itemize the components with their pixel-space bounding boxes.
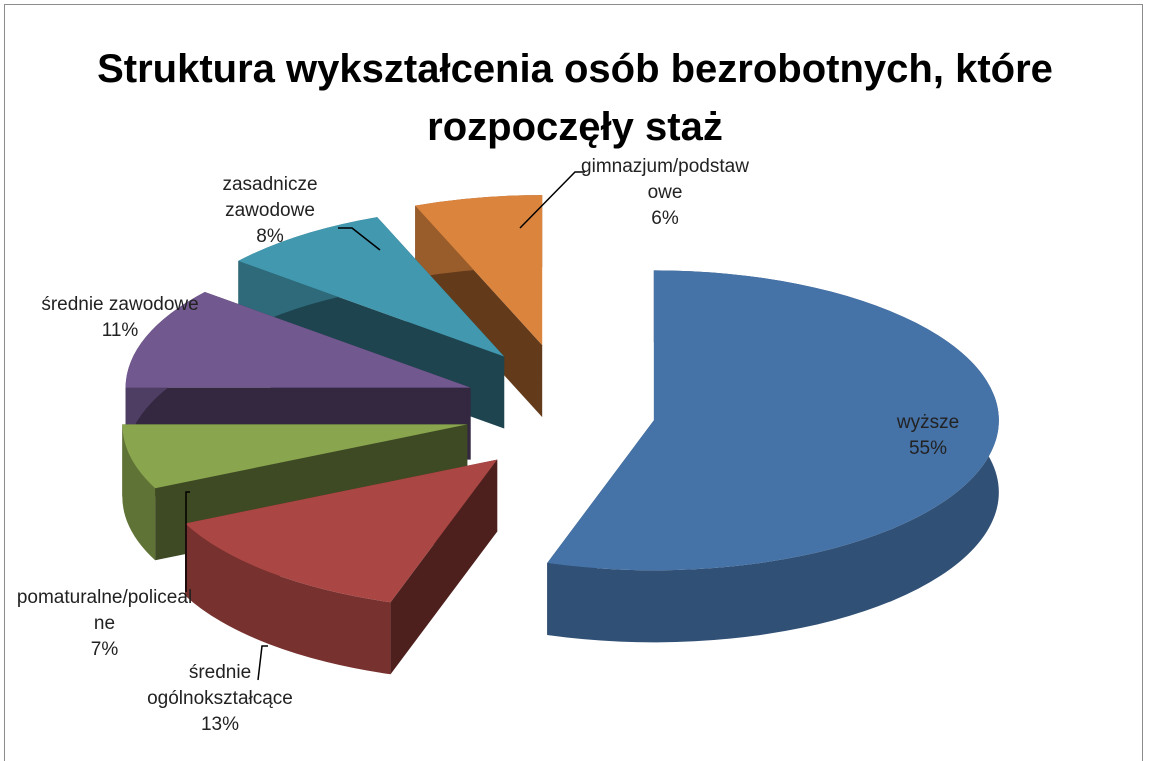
label-value: 8% [256,226,284,247]
label-value: 7% [90,639,119,660]
slice [238,217,505,357]
data-label: zasadnicze zawodowe 8% [195,172,345,250]
label-value: 55% [908,438,948,459]
label-value: 6% [651,208,679,229]
leader-line [338,227,381,251]
data-label: gimnazjum/podstawowe 6% [580,154,750,232]
label-name: gimnazjum/podstawowe [581,156,749,203]
data-label: średnie ogólnokształcące 13% [140,660,300,738]
slice [125,292,471,388]
data-label: pomaturalne/policealne 7% [12,585,197,663]
slice [122,424,468,489]
slice-wall [185,523,391,675]
slice-wall [122,424,156,561]
data-label: wyższe 55% [858,410,998,462]
slice [415,195,543,346]
leader-line [185,491,190,592]
label-name: średnie ogólnokształcące [147,662,293,709]
chart-title: Struktura wykształcenia osób bezrobotnyc… [97,47,1053,149]
label-name: pomaturalne/policealne [16,587,193,634]
leader-line [257,645,268,681]
data-label: średnie zawodowe 11% [10,292,230,344]
label-name: wyższe [896,412,960,433]
leader-line [519,171,585,229]
slice [547,270,999,571]
label-name: zasadnicze zawodowe [222,174,318,221]
label-value: 13% [200,714,240,735]
slice [185,459,498,603]
chart-frame [4,4,1143,761]
label-name: średnie zawodowe [41,294,199,315]
label-value: 11% [101,320,139,341]
